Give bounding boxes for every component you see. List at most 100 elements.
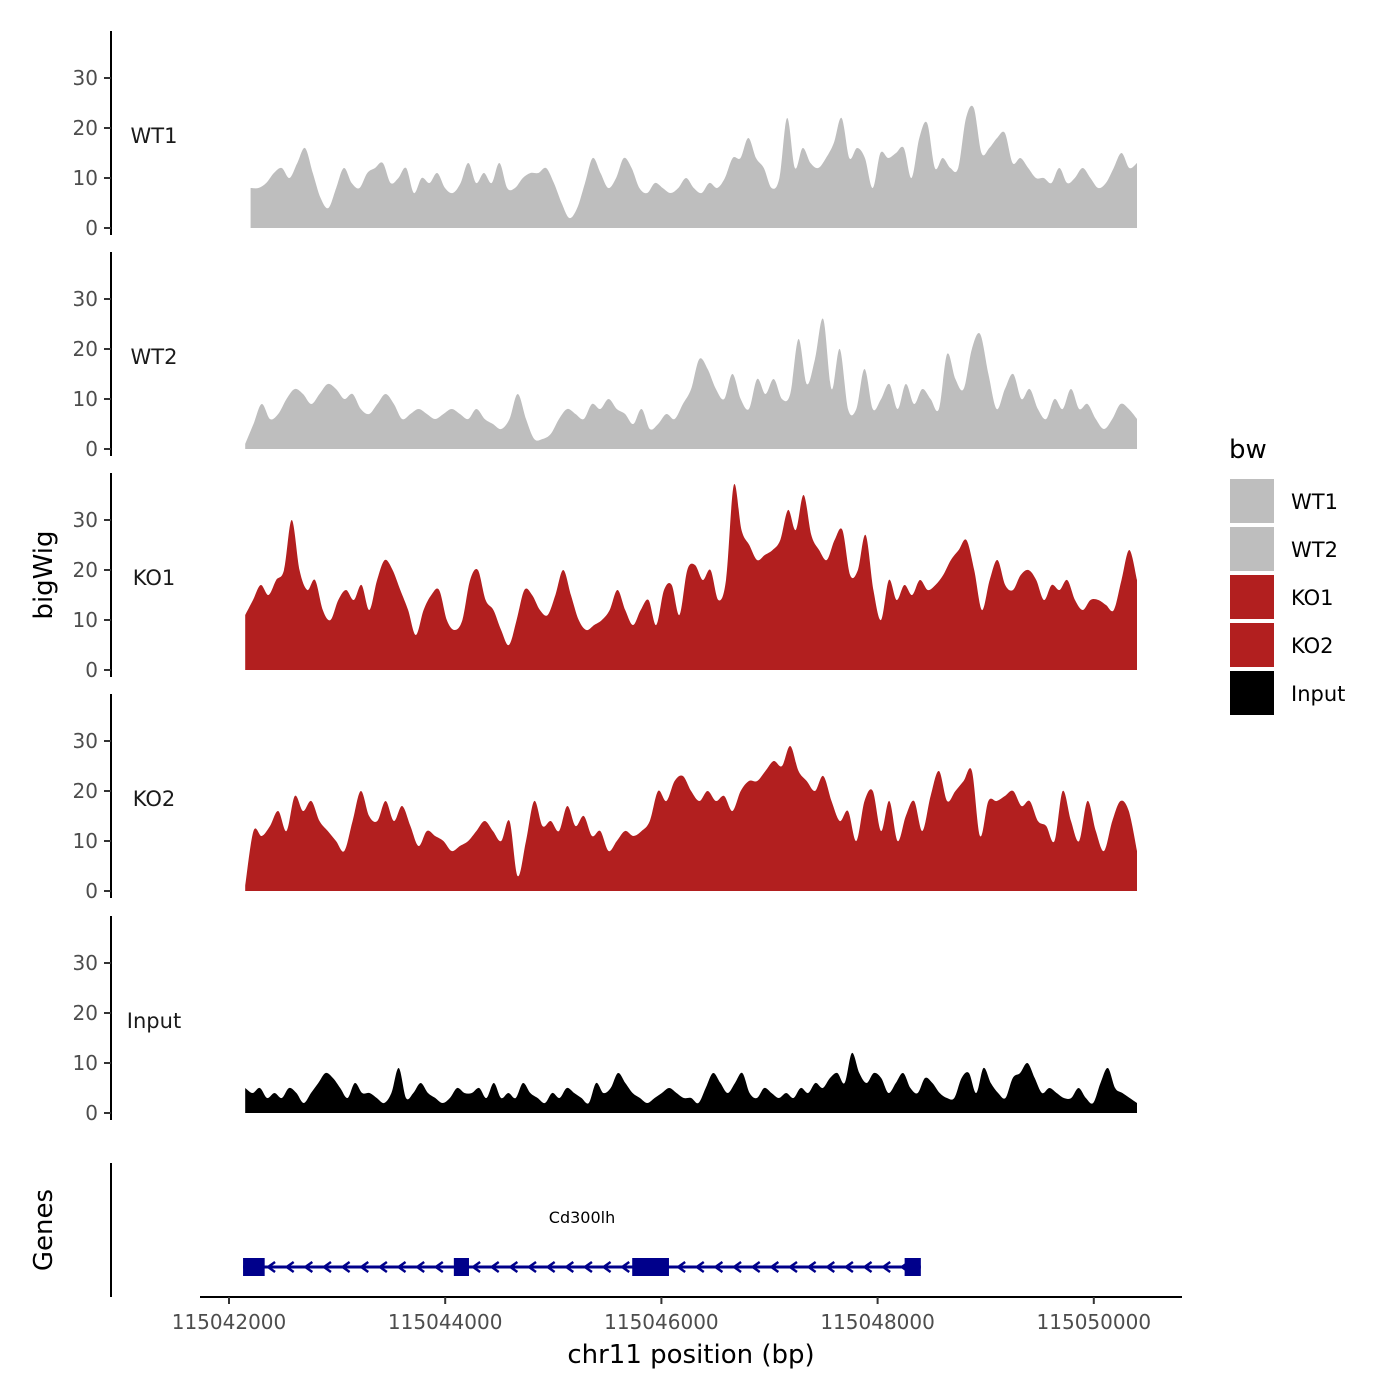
data-point xyxy=(357,1067,360,1070)
strand-arrow xyxy=(265,1260,276,1274)
data-point xyxy=(346,383,349,386)
y-tick-label: 20 xyxy=(73,116,98,140)
data-point xyxy=(811,770,814,773)
strand-arrow xyxy=(713,1260,724,1274)
gene-track-title: Genes xyxy=(29,1189,59,1271)
data-point xyxy=(757,494,760,497)
y-tick-label: 10 xyxy=(73,166,98,190)
x-axis-title: chr11 position (bp) xyxy=(567,1340,814,1370)
data-point xyxy=(379,559,382,562)
strand-arrow xyxy=(508,1260,519,1274)
legend-swatch xyxy=(1230,479,1274,523)
data-point xyxy=(941,333,944,336)
x-tick-label: 115050000 xyxy=(1037,1310,1152,1334)
legend-label: KO2 xyxy=(1291,634,1334,658)
gene-exon xyxy=(632,1258,669,1276)
data-point xyxy=(292,388,295,391)
data-point xyxy=(855,845,858,848)
strand-arrow xyxy=(731,1260,742,1274)
data-point xyxy=(995,1062,998,1065)
data-point xyxy=(811,534,814,537)
data-point xyxy=(244,443,247,446)
strand-arrow xyxy=(787,1260,798,1274)
legend-label: KO1 xyxy=(1291,586,1334,610)
data-point xyxy=(660,137,663,140)
y-tick-label: 30 xyxy=(73,951,98,975)
data-point xyxy=(509,795,512,798)
strand-arrow xyxy=(340,1260,351,1274)
data-point xyxy=(649,353,652,356)
data-point xyxy=(357,790,360,793)
track-input: 0 10 20 30 Input xyxy=(73,916,1137,1125)
strand-arrow xyxy=(470,1260,481,1274)
legend-entry-ko2: KO2 xyxy=(1230,623,1334,667)
legend-swatch xyxy=(1230,623,1274,667)
data-point xyxy=(244,1087,247,1090)
data-point xyxy=(1092,182,1095,185)
data-point xyxy=(1136,890,1139,893)
data-point xyxy=(249,187,252,190)
data-point xyxy=(487,644,490,647)
legend-entry-wt1: WT1 xyxy=(1230,479,1338,523)
strand-arrow xyxy=(489,1260,500,1274)
data-point xyxy=(390,162,393,165)
strand-arrow xyxy=(825,1260,836,1274)
data-point xyxy=(784,187,787,190)
strand-arrow xyxy=(806,1260,817,1274)
legend-label: WT2 xyxy=(1291,538,1338,562)
gene-name-label: Cd300lh xyxy=(549,1208,615,1227)
coverage-area-wt2 xyxy=(245,318,1137,449)
data-point xyxy=(476,217,479,220)
strand-arrow xyxy=(415,1260,425,1274)
coverage-area-ko2 xyxy=(245,745,1137,891)
data-point xyxy=(292,519,295,522)
y-tick-label: 0 xyxy=(85,216,98,240)
data-point xyxy=(768,740,771,743)
data-point xyxy=(303,147,306,150)
data-point xyxy=(714,484,717,487)
data-point xyxy=(768,117,771,120)
gene-track-panel: Genes Cd300lh xyxy=(29,1163,921,1297)
coverage-area-wt1 xyxy=(250,105,1138,228)
data-point xyxy=(552,584,555,587)
data-point xyxy=(244,614,247,617)
data-point xyxy=(1082,428,1085,431)
data-point xyxy=(822,619,825,622)
data-point xyxy=(930,539,933,542)
strand-arrow xyxy=(694,1260,705,1274)
y-tick-label: 0 xyxy=(85,1101,98,1125)
strand-arrow xyxy=(881,1260,891,1274)
track-wt1: 0 10 20 30 WT1 xyxy=(73,31,1139,240)
data-point xyxy=(244,885,247,888)
strand-arrow xyxy=(564,1260,575,1274)
legend-swatch xyxy=(1230,575,1274,619)
data-point xyxy=(1136,418,1139,421)
data-point xyxy=(606,624,609,627)
y-tick-label: 20 xyxy=(73,558,98,582)
coverage-area-ko1 xyxy=(245,483,1137,670)
gene-model: Cd300lh xyxy=(243,1208,921,1276)
data-point xyxy=(1092,850,1095,853)
data-point xyxy=(325,207,328,210)
legend-entry-input: Input xyxy=(1230,671,1345,715)
data-point xyxy=(487,875,490,878)
data-point xyxy=(1136,162,1139,165)
strand-arrow xyxy=(284,1260,295,1274)
data-point xyxy=(703,117,706,120)
y-tick-label: 10 xyxy=(73,1051,98,1075)
strand-arrow xyxy=(750,1260,761,1274)
y-tick-label: 30 xyxy=(73,287,98,311)
coverage-tracks: 0 10 20 30 WT1 0 10 20 30 WT2 0 10 20 30 KO1 0 10 20 30 KO2… xyxy=(73,31,1139,1125)
y-tick-label: 30 xyxy=(73,729,98,753)
data-point xyxy=(919,1067,922,1070)
track-label: WT1 xyxy=(131,124,178,148)
x-tick-label: 115042000 xyxy=(172,1310,287,1334)
x-tick-label: 115046000 xyxy=(604,1310,719,1334)
track-wt2: 0 10 20 30 WT2 xyxy=(73,252,1139,461)
strand-arrow xyxy=(377,1260,388,1274)
data-point xyxy=(465,815,468,818)
strand-arrow xyxy=(545,1260,556,1274)
legend: bw WT1 WT2 KO1 KO2 Input xyxy=(1229,435,1345,715)
data-point xyxy=(952,770,955,773)
